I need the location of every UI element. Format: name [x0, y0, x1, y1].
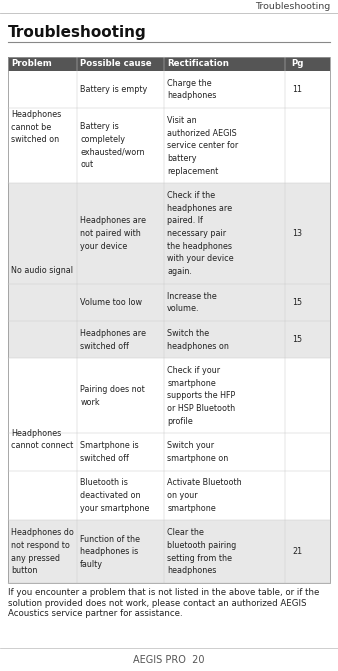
Text: 15: 15	[292, 336, 302, 344]
Bar	[8, 108, 330, 183]
Text: smartphone on: smartphone on	[167, 454, 228, 463]
Bar	[8, 57, 330, 71]
Text: bluetooth pairing: bluetooth pairing	[167, 541, 236, 550]
Text: Problem: Problem	[11, 60, 52, 68]
Text: setting from the: setting from the	[167, 554, 232, 562]
Text: smartphone: smartphone	[167, 378, 216, 388]
Text: headphones: headphones	[167, 91, 217, 101]
Text: deactivated on: deactivated on	[80, 491, 141, 500]
Text: 13: 13	[292, 229, 302, 238]
Text: headphones is: headphones is	[80, 548, 139, 556]
Text: on your: on your	[167, 491, 198, 500]
Text: headphones on: headphones on	[167, 342, 229, 350]
Text: If you encounter a problem that is not listed in the above table, or if the: If you encounter a problem that is not l…	[8, 588, 319, 597]
Text: cannot connect: cannot connect	[11, 442, 73, 450]
Text: Increase the: Increase the	[167, 292, 217, 301]
Bar	[8, 321, 330, 358]
Text: necessary pair: necessary pair	[167, 229, 226, 238]
Text: Volume too low: Volume too low	[80, 298, 142, 307]
Text: 15: 15	[292, 298, 302, 307]
Text: authorized AEGIS: authorized AEGIS	[167, 129, 237, 138]
Text: replacement: replacement	[167, 166, 218, 176]
Text: button: button	[11, 566, 38, 575]
Text: exhausted/worn: exhausted/worn	[80, 148, 145, 156]
Text: again.: again.	[167, 267, 192, 276]
Text: solution provided does not work, please contact an authorized AEGIS: solution provided does not work, please …	[8, 599, 307, 607]
Text: Pg: Pg	[291, 60, 303, 68]
Text: Troubleshooting: Troubleshooting	[255, 2, 330, 11]
Text: battery: battery	[167, 154, 197, 163]
Text: Bluetooth is: Bluetooth is	[80, 478, 128, 487]
Text: Battery is empty: Battery is empty	[80, 85, 147, 94]
Text: your device: your device	[80, 242, 127, 251]
Text: Charge the: Charge the	[167, 79, 212, 88]
Text: switched off: switched off	[80, 454, 129, 463]
Bar	[8, 57, 330, 583]
Text: not paired with: not paired with	[80, 229, 141, 238]
Text: smartphone: smartphone	[167, 504, 216, 513]
Bar	[8, 521, 330, 583]
Text: 11: 11	[292, 85, 302, 94]
Text: Switch your: Switch your	[167, 442, 214, 450]
Bar	[8, 284, 330, 321]
Text: not respond to: not respond to	[11, 541, 70, 550]
Text: Troubleshooting: Troubleshooting	[8, 25, 147, 40]
Text: cannot be: cannot be	[11, 123, 51, 132]
Bar	[8, 470, 330, 521]
Text: Acoustics service partner for assistance.: Acoustics service partner for assistance…	[8, 609, 183, 618]
Text: out: out	[80, 160, 93, 169]
Text: paired. If: paired. If	[167, 217, 203, 225]
Text: service center for: service center for	[167, 142, 238, 150]
Text: headphones: headphones	[167, 566, 217, 575]
Text: or HSP Bluetooth: or HSP Bluetooth	[167, 404, 235, 413]
Text: Headphones are: Headphones are	[80, 217, 146, 225]
Bar	[8, 433, 330, 470]
Text: with your device: with your device	[167, 254, 234, 264]
Text: Switch the: Switch the	[167, 329, 209, 338]
Text: headphones are: headphones are	[167, 204, 232, 213]
Text: Headphones: Headphones	[11, 110, 61, 119]
Text: Clear the: Clear the	[167, 528, 204, 537]
Text: Battery is: Battery is	[80, 122, 119, 132]
Text: Headphones do: Headphones do	[11, 528, 74, 537]
Text: AEGIS PRO  20: AEGIS PRO 20	[133, 655, 205, 665]
Text: 21: 21	[292, 548, 302, 556]
Bar	[8, 183, 330, 284]
Bar	[8, 358, 330, 433]
Text: Headphones: Headphones	[11, 429, 61, 437]
Text: Smartphone is: Smartphone is	[80, 442, 139, 450]
Text: the headphones: the headphones	[167, 242, 232, 251]
Text: your smartphone: your smartphone	[80, 504, 150, 513]
Text: any pressed: any pressed	[11, 554, 60, 562]
Text: completely: completely	[80, 135, 125, 144]
Text: Rectification: Rectification	[167, 60, 229, 68]
Text: Pairing does not: Pairing does not	[80, 385, 145, 394]
Text: Activate Bluetooth: Activate Bluetooth	[167, 478, 242, 487]
Text: supports the HFP: supports the HFP	[167, 391, 236, 401]
Text: switched on: switched on	[11, 136, 59, 144]
Bar	[8, 71, 330, 108]
Text: Check if the: Check if the	[167, 191, 215, 200]
Text: profile: profile	[167, 417, 193, 425]
Text: Possible cause: Possible cause	[80, 60, 152, 68]
Text: No audio signal: No audio signal	[11, 266, 73, 275]
Text: faulty: faulty	[80, 560, 103, 569]
Text: Check if your: Check if your	[167, 366, 220, 375]
Text: switched off: switched off	[80, 342, 129, 350]
Text: Function of the: Function of the	[80, 535, 140, 544]
Text: Headphones are: Headphones are	[80, 329, 146, 338]
Text: volume.: volume.	[167, 305, 200, 313]
Text: work: work	[80, 398, 100, 407]
Text: Visit an: Visit an	[167, 116, 197, 125]
